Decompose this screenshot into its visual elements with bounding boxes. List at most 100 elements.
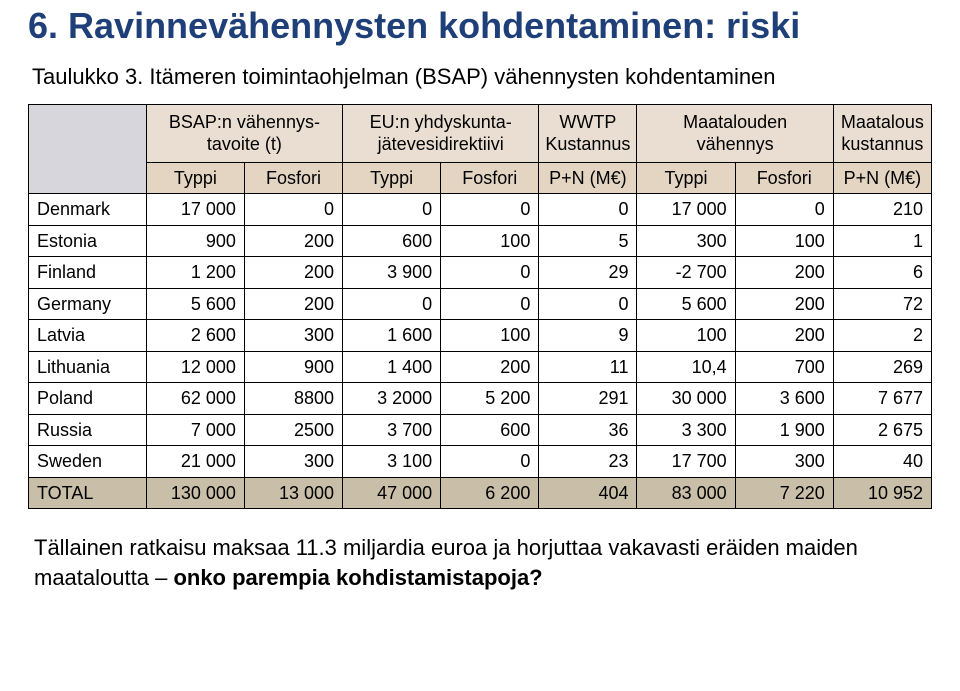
cell: 1 900 <box>735 414 833 446</box>
cell: 3 700 <box>343 414 441 446</box>
footer-part: 11.3 miljardia euroa <box>296 535 488 560</box>
cell: 5 600 <box>146 288 244 320</box>
data-table: BSAP:n vähennys-tavoite (t) EU:n yhdysku… <box>28 104 932 510</box>
cell: 200 <box>244 225 342 257</box>
cell: 100 <box>637 320 735 352</box>
cell: 7 220 <box>735 477 833 509</box>
cell: 0 <box>441 194 539 226</box>
cell: 17 700 <box>637 446 735 478</box>
subheader: Typpi <box>637 162 735 194</box>
cell: 7 000 <box>146 414 244 446</box>
cell: 1 400 <box>343 351 441 383</box>
cell: 300 <box>244 446 342 478</box>
cell: 200 <box>735 288 833 320</box>
header-group-5: Maatalouskustannus <box>833 104 931 162</box>
cell: 21 000 <box>146 446 244 478</box>
cell: 11 <box>539 351 637 383</box>
cell: 600 <box>343 225 441 257</box>
row-label: Germany <box>29 288 147 320</box>
cell: 5 <box>539 225 637 257</box>
cell: 1 <box>833 225 931 257</box>
row-label: Sweden <box>29 446 147 478</box>
cell: 0 <box>441 288 539 320</box>
subheader: Typpi <box>146 162 244 194</box>
table-row: Latvia2 6003001 60010091002002 <box>29 320 932 352</box>
row-label: Lithuania <box>29 351 147 383</box>
subheader: Fosfori <box>441 162 539 194</box>
cell: 0 <box>343 288 441 320</box>
cell: 0 <box>343 194 441 226</box>
cell: 3 600 <box>735 383 833 415</box>
cell: 0 <box>441 446 539 478</box>
cell: 17 000 <box>146 194 244 226</box>
cell: 6 200 <box>441 477 539 509</box>
cell: 2 675 <box>833 414 931 446</box>
subheader: Fosfori <box>735 162 833 194</box>
cell: 40 <box>833 446 931 478</box>
table-row: Finland1 2002003 900029-2 7002006 <box>29 257 932 289</box>
cell: 0 <box>244 194 342 226</box>
cell: 200 <box>441 351 539 383</box>
row-label: Denmark <box>29 194 147 226</box>
cell: 900 <box>244 351 342 383</box>
cell: 200 <box>244 257 342 289</box>
cell: 200 <box>735 257 833 289</box>
cell: 269 <box>833 351 931 383</box>
cell: 210 <box>833 194 931 226</box>
cell: 13 000 <box>244 477 342 509</box>
cell: 700 <box>735 351 833 383</box>
cell: 72 <box>833 288 931 320</box>
cell: 300 <box>244 320 342 352</box>
cell: 3 100 <box>343 446 441 478</box>
table-total-row: TOTAL130 00013 00047 0006 20040483 0007 … <box>29 477 932 509</box>
cell: 200 <box>735 320 833 352</box>
cell: 5 600 <box>637 288 735 320</box>
cell: 0 <box>539 288 637 320</box>
cell: 100 <box>441 320 539 352</box>
cell: 30 000 <box>637 383 735 415</box>
header-group-1: BSAP:n vähennys-tavoite (t) <box>146 104 342 162</box>
cell: 3 2000 <box>343 383 441 415</box>
table-caption: Taulukko 3. Itämeren toimintaohjelman (B… <box>32 64 932 90</box>
cell: 3 300 <box>637 414 735 446</box>
cell: 2 600 <box>146 320 244 352</box>
cell: 23 <box>539 446 637 478</box>
row-label: Poland <box>29 383 147 415</box>
cell: 2500 <box>244 414 342 446</box>
header-group-4: Maataloudenvähennys <box>637 104 833 162</box>
table-row: Lithuania12 0009001 4002001110,4700269 <box>29 351 932 383</box>
header-group-2: EU:n yhdyskunta-jätevesidirektiivi <box>343 104 539 162</box>
cell: 0 <box>441 257 539 289</box>
footer-part: Tällainen ratkaisu maksaa <box>34 535 296 560</box>
row-label: Estonia <box>29 225 147 257</box>
cell: 12 000 <box>146 351 244 383</box>
cell: 62 000 <box>146 383 244 415</box>
cell: 5 200 <box>441 383 539 415</box>
cell: 1 200 <box>146 257 244 289</box>
cell: 83 000 <box>637 477 735 509</box>
cell: 47 000 <box>343 477 441 509</box>
page-title: 6. Ravinnevähennysten kohdentaminen: ris… <box>28 6 932 46</box>
row-label: TOTAL <box>29 477 147 509</box>
table-body: Denmark17 000000017 0000210Estonia900200… <box>29 194 932 509</box>
row-label: Latvia <box>29 320 147 352</box>
cell: 300 <box>637 225 735 257</box>
table-row: Germany5 6002000005 60020072 <box>29 288 932 320</box>
table-row: Estonia90020060010053001001 <box>29 225 932 257</box>
cell: 7 677 <box>833 383 931 415</box>
row-label: Russia <box>29 414 147 446</box>
header-group-3: WWTPKustannus <box>539 104 637 162</box>
cell: 2 <box>833 320 931 352</box>
cell: 600 <box>441 414 539 446</box>
table-row: Denmark17 000000017 0000210 <box>29 194 932 226</box>
cell: 0 <box>539 194 637 226</box>
table-row: Sweden21 0003003 10002317 70030040 <box>29 446 932 478</box>
subheader: P+N (M€) <box>833 162 931 194</box>
cell: 300 <box>735 446 833 478</box>
cell: 900 <box>146 225 244 257</box>
cell: 100 <box>735 225 833 257</box>
subheader: Fosfori <box>244 162 342 194</box>
cell: 3 900 <box>343 257 441 289</box>
cell: 29 <box>539 257 637 289</box>
cell: 200 <box>244 288 342 320</box>
